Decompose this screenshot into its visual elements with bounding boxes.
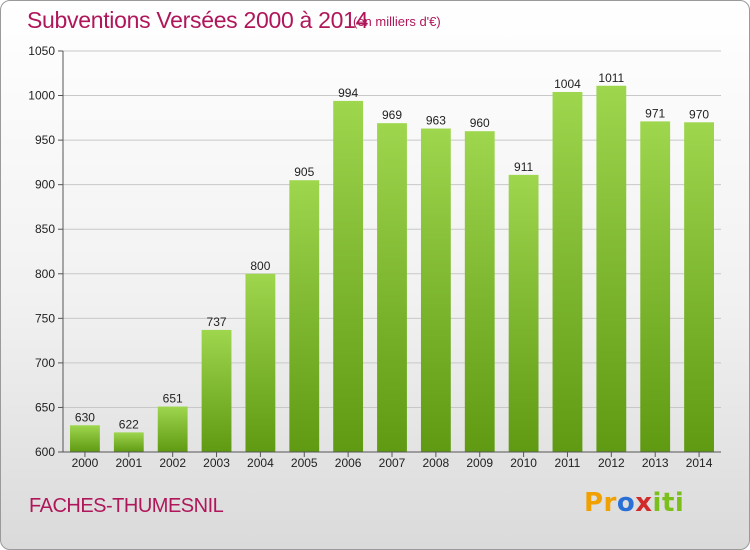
bar — [70, 425, 100, 452]
data-label: 651 — [163, 392, 183, 406]
data-label: 971 — [645, 106, 665, 120]
bar — [113, 432, 144, 452]
x-tick-label: 2008 — [423, 456, 450, 470]
commune-name: FACHES-THUMESNIL — [29, 495, 224, 517]
x-tick-label: 2012 — [598, 456, 625, 470]
y-tick-label: 750 — [35, 311, 55, 325]
proxiti-logo: Proxiti — [584, 488, 684, 518]
bar — [157, 406, 188, 452]
bar — [289, 180, 320, 452]
data-label: 1004 — [554, 77, 581, 91]
x-tick-label: 2014 — [686, 456, 713, 470]
logo-part-4: iti — [652, 488, 685, 518]
data-label: 960 — [470, 116, 490, 130]
data-label: 1011 — [598, 71, 624, 85]
data-label: 969 — [382, 108, 402, 122]
x-tick-label: 2001 — [115, 456, 142, 470]
x-tick-label: 2006 — [335, 456, 362, 470]
data-label: 970 — [689, 107, 709, 121]
data-label: 963 — [426, 114, 446, 128]
bar — [508, 174, 539, 452]
bar — [333, 100, 364, 452]
x-tick-label: 2005 — [291, 456, 318, 470]
y-tick-label: 800 — [35, 267, 55, 281]
x-tick-label: 2007 — [379, 456, 406, 470]
y-tick-label: 900 — [35, 178, 55, 192]
bar — [640, 121, 671, 453]
y-tick-label: 700 — [35, 356, 55, 370]
bar — [245, 273, 276, 452]
y-tick-label: 950 — [35, 133, 55, 147]
x-tick-label: 2004 — [247, 456, 274, 470]
x-tick-label: 2009 — [466, 456, 493, 470]
bar — [552, 91, 583, 452]
chart-title: Subventions Versées 2000 à 2014 — [27, 7, 369, 33]
y-tick-label: 1050 — [28, 44, 55, 58]
x-tick-label: 2013 — [642, 456, 669, 470]
data-label: 800 — [250, 259, 270, 273]
y-tick-label: 650 — [35, 400, 55, 414]
x-tick-label: 2002 — [159, 456, 186, 470]
bar — [684, 122, 714, 453]
logo-part-2: o — [616, 488, 636, 518]
x-tick-label: 2010 — [510, 456, 537, 470]
logo-part-1: Pr — [584, 488, 617, 518]
bar — [420, 128, 451, 452]
data-label: 622 — [119, 417, 139, 431]
data-label: 737 — [207, 315, 227, 329]
bar — [201, 329, 232, 452]
chart-subtitle: (en milliers d'€) — [353, 14, 441, 29]
x-tick-label: 2003 — [203, 456, 230, 470]
x-tick-label: 2000 — [72, 456, 99, 470]
data-label: 994 — [338, 86, 358, 100]
data-label: 911 — [514, 160, 533, 174]
data-label: 630 — [75, 410, 95, 424]
logo-part-3: x — [635, 488, 653, 518]
y-tick-label: 850 — [35, 222, 55, 236]
data-label: 905 — [294, 165, 314, 179]
bar — [377, 123, 407, 453]
bar — [596, 85, 627, 453]
x-tick-label: 2011 — [555, 456, 581, 470]
y-tick-label: 1000 — [28, 89, 55, 103]
bar — [464, 131, 495, 452]
y-tick-label: 600 — [35, 445, 55, 459]
